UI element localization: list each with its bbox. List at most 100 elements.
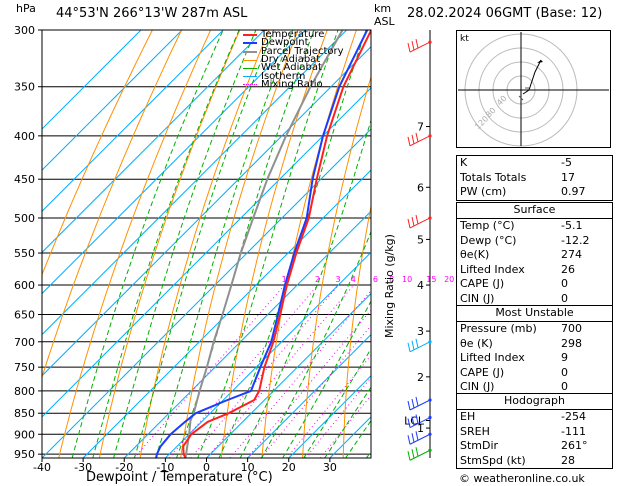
location-header: 44°53'N 266°13'W 287m ASL [56, 6, 248, 21]
index-row: K -5 [460, 156, 572, 169]
mixing-ratio-line [190, 284, 339, 458]
isotherm-line [42, 30, 224, 212]
wind-barb-shaft [409, 217, 431, 229]
wind-barb-dot [428, 40, 432, 44]
mixing-ratio-label: 2 [315, 275, 320, 284]
temperature-tick-label: -20 [115, 461, 133, 474]
dry-adiabat [42, 30, 153, 276]
wind-barb-shaft [409, 41, 431, 53]
temperature-tick-label: 30 [323, 461, 337, 474]
wind-barb-flag [407, 136, 411, 146]
isotherm-line [42, 30, 183, 171]
legend-wet-adiabat: Wet Adiabat [243, 63, 344, 73]
wind-barb-flag [407, 435, 411, 445]
wind-barb-flag [407, 400, 411, 411]
km-asl-label: km ASL [374, 2, 395, 28]
wind-barb-flag [415, 38, 419, 49]
wet-adiabat [197, 30, 339, 458]
pressure-tick-label: 800 [14, 385, 35, 398]
dry-adiabat [302, 75, 371, 458]
mixing-ratio-line [246, 309, 371, 458]
wet-adiabat [71, 30, 224, 458]
wet-adiabat [218, 30, 367, 458]
storm-motion-marker [518, 87, 529, 101]
temperature-tick-label: 0 [203, 461, 210, 474]
hodograph-title: Hodograph [457, 394, 612, 410]
wind-barb-flag [415, 214, 419, 225]
isotherm-line [123, 210, 371, 458]
wind-barb [407, 431, 432, 445]
chart-legend: Temperature Dewpoint Parcel Trajectory D… [243, 30, 344, 89]
plot-area [42, 30, 371, 458]
wind-barb-shaft [409, 417, 431, 428]
pressure-tick-label: 400 [14, 130, 35, 143]
mixing-ratio-axis-label: Mixing Ratio (g/kg) [383, 234, 396, 338]
wind-barb-flag [415, 132, 419, 142]
mu-row: CAPE (J) 0 [460, 365, 568, 379]
wind-barb-dot [428, 340, 432, 344]
wind-barb-flag [415, 338, 419, 348]
wind-barb-flag [411, 433, 415, 443]
wet-adiabat [282, 300, 371, 458]
temperature-tick-label: 20 [282, 461, 296, 474]
km-tick-label: 6 [417, 181, 424, 194]
wind-barb [407, 214, 432, 229]
mu-row: Pressure (mb) 700 [460, 322, 582, 335]
wet-adiabat [92, 30, 240, 458]
mixing-ratio-line [286, 354, 371, 458]
pressure-tick-label: 500 [14, 212, 35, 225]
mu-row: CIN (J) 0 [460, 380, 568, 393]
isotherm-line [42, 30, 347, 336]
wind-barb-shaft [409, 135, 431, 147]
isotherm-line [42, 30, 142, 130]
km-tick-label: 1 [417, 422, 424, 435]
hodo-row: SREH -111 [460, 424, 586, 438]
pressure-tick-label: 900 [14, 428, 35, 441]
wind-barb-flag [415, 447, 419, 457]
wind-barb [407, 447, 432, 461]
wind-barb-flag [411, 340, 415, 350]
mixing-ratio-line [206, 284, 355, 458]
dry-adiabat [342, 203, 371, 458]
mixing-ratio-label: 6 [373, 275, 378, 284]
mixing-ratio-line [229, 289, 371, 458]
profile-temperature [182, 30, 371, 458]
wind-barb-flag [415, 396, 419, 407]
x-axis-label: Dewpoint / Temperature (°C) [86, 470, 273, 485]
isotherm-line [206, 292, 371, 458]
wind-barb-shaft [409, 449, 431, 461]
hodo-row: StmSpd (kt) 28 [460, 453, 575, 467]
pressure-tick-label: 850 [14, 407, 35, 420]
index-row: PW (cm) 0.97 [460, 185, 586, 198]
most-unstable-title: Most Unstable [457, 306, 612, 322]
km-tick-label: 2 [417, 371, 424, 384]
wind-barb [407, 396, 432, 411]
isotherm-line [288, 375, 371, 458]
wet-adiabat [303, 347, 371, 458]
pressure-tick-label: 750 [14, 361, 35, 374]
wind-barb [407, 414, 432, 428]
datetime-header: 28.02.2024 06GMT (Base: 12) [407, 6, 603, 21]
temperature-tick-label: -10 [156, 461, 174, 474]
most-unstable-panel: Most Unstable Pressure (mb) 700 θe (K) 298… [456, 305, 613, 396]
wind-barb-dot [428, 415, 432, 420]
wet-adiabat [239, 118, 371, 458]
surface-panel: Surface Temp (°C) -5.1 Dewp (°C) -12.2 θe(… [456, 202, 613, 307]
km-tick-label: 3 [417, 325, 424, 338]
wet-adiabat [154, 30, 294, 458]
legend-parcel: Parcel Trajectory [243, 46, 344, 56]
surface-row: Dewp (°C) -12.2 [460, 233, 590, 247]
wind-barb-flag [407, 218, 411, 229]
pressure-tick-label: 650 [14, 309, 35, 322]
isotherm-line [42, 30, 265, 254]
km-tick-label: 7 [417, 121, 424, 134]
hodo-row: EH -254 [460, 410, 586, 423]
wind-barb-flag [415, 414, 419, 424]
km-tick-label: 4 [417, 279, 424, 292]
profile-dewpoint [155, 30, 369, 458]
hodograph-arrowhead [537, 60, 543, 63]
isotherm-line [42, 87, 371, 418]
mixing-ratio-label: 3 [336, 275, 341, 284]
mixing-ratio-label: 10 [402, 275, 412, 284]
wind-barb-flag [407, 451, 411, 461]
